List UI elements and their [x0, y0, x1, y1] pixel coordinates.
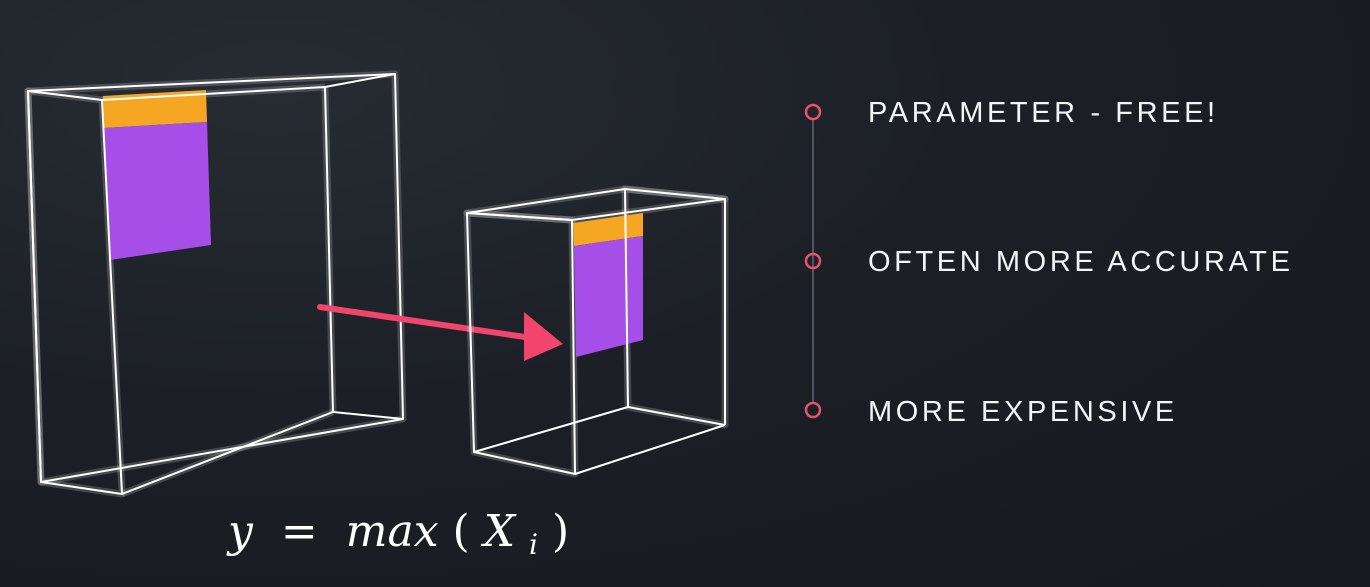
output-volume-back-inner-edge [627, 406, 726, 426]
formula-close-paren: ) [552, 506, 569, 557]
input-volume-front-face [27, 73, 404, 483]
bullet-dot-icon [804, 252, 822, 270]
bullet-label: MORE EXPENSIVE [868, 396, 1178, 428]
bullet-label: PARAMETER - FREE! [868, 97, 1219, 129]
bullet-item: PARAMETER - FREE! [804, 97, 1219, 129]
bullet-item: MORE EXPENSIVE [804, 396, 1178, 428]
input-volume-back-bottom-edge [121, 411, 334, 495]
pooling-arrow [317, 304, 563, 361]
pooling-arrow-head [524, 312, 563, 361]
input-volume-back-right-edge [324, 86, 334, 413]
pooling-formula: y = max ( X i ) [226, 506, 569, 565]
bullet-item: OFTEN MORE ACCURATE [804, 246, 1294, 278]
input-volume-glow [24, 70, 407, 498]
input-volume [24, 70, 407, 498]
formula-subscript: i [529, 528, 538, 561]
output-volume-back-bottom-edge [473, 406, 629, 453]
formula-lhs: y [226, 506, 254, 557]
formula-equals: = [281, 506, 318, 557]
formula-func: max [346, 506, 439, 557]
input-patch-top [103, 90, 207, 128]
input-volume-top-right-edge [324, 73, 396, 88]
bullet-dot-icon [804, 401, 822, 419]
output-patch-body [574, 236, 643, 357]
bullet-dot-icon [804, 103, 822, 121]
bullet-list: PARAMETER - FREE! OFTEN MORE ACCURATE MO… [804, 97, 1294, 428]
formula-open-paren: ( [453, 506, 470, 557]
bullet-label: OFTEN MORE ACCURATE [868, 246, 1294, 278]
output-volume-bottom-edge [574, 424, 726, 475]
input-patch-body [104, 122, 211, 260]
formula-var: X [481, 506, 517, 557]
input-volume-bottom-right-edge [332, 411, 404, 420]
output-volume-back-left-edge [624, 188, 629, 408]
input-volume-back-top-edge [101, 86, 326, 101]
output-volume [463, 185, 729, 478]
